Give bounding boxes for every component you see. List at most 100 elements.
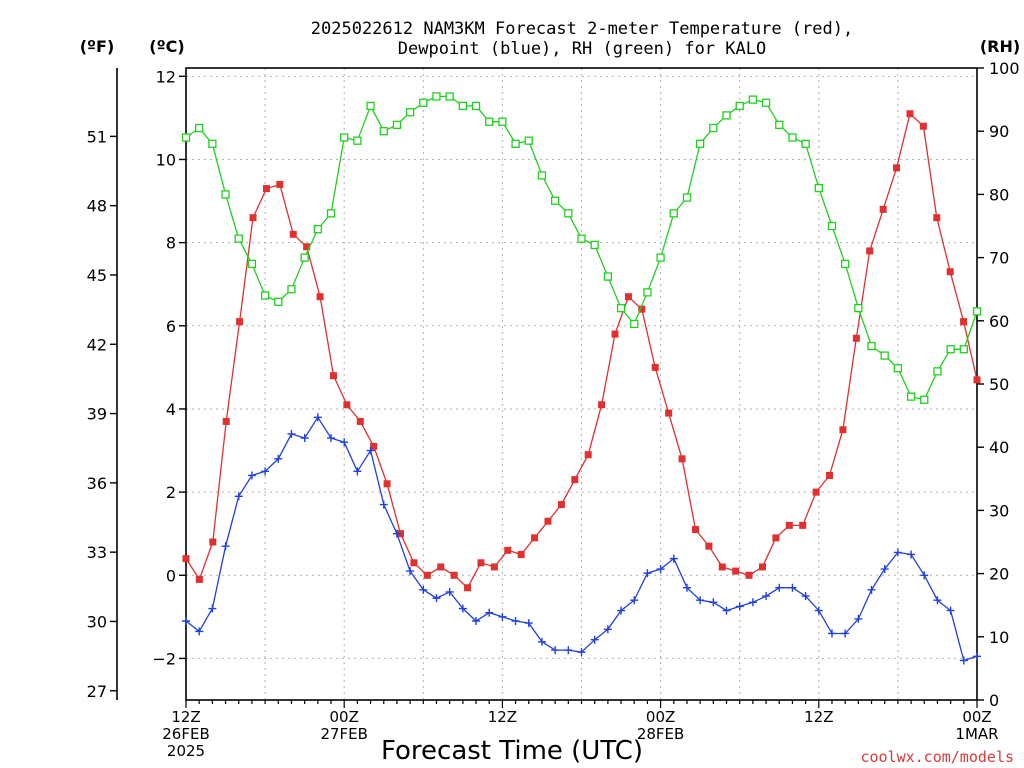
2-meter-temperature-point — [410, 559, 418, 567]
dewpoint-point — [498, 612, 507, 621]
dewpoint-point — [406, 567, 415, 576]
rh-point — [603, 272, 613, 281]
rh-tick-label: 60 — [989, 312, 1009, 331]
rh-point — [867, 341, 876, 351]
dewpoint-point — [313, 413, 322, 422]
dewpoint-point — [973, 652, 981, 661]
rh-point — [432, 92, 441, 101]
x-axis-title: Forecast Time (UTC) — [381, 736, 643, 766]
rh-point — [524, 136, 533, 145]
dewpoint-point — [366, 446, 375, 455]
celsius-tick-label: 2 — [166, 483, 176, 502]
celsius-unit-label: (ºC) — [149, 37, 184, 56]
fahrenheit-unit-label: (ºF) — [80, 37, 115, 56]
rh-point — [445, 92, 454, 101]
fahrenheit-tick-label: 33 — [87, 543, 107, 562]
rh-unit-label: (RH) — [980, 37, 1020, 56]
title: 2025022612 NAM3KM Forecast 2-meter Tempe… — [311, 19, 853, 59]
2-meter-temperature-point — [423, 571, 431, 579]
2-meter-temperature-point — [383, 480, 391, 488]
fahrenheit-tick-label: 45 — [87, 266, 107, 285]
dewpoint-point — [722, 606, 731, 615]
rh-point — [801, 139, 810, 148]
credit-label: coolwx.com/models — [860, 748, 1014, 766]
dewpoint-point — [247, 471, 256, 480]
x-tick-label: 00Z 1MAR — [955, 708, 998, 743]
x-tick-label-line: 26FEB — [162, 725, 209, 743]
rh-tick-label: 30 — [989, 501, 1009, 520]
fahrenheit-tick-label: 42 — [87, 335, 107, 354]
rh-point — [564, 209, 573, 218]
2-meter-temperature-point — [611, 330, 619, 338]
dewpoint-series — [182, 413, 981, 665]
rh-point — [208, 139, 217, 148]
2-meter-temperature-point — [799, 521, 807, 529]
2-meter-temperature-point — [732, 567, 740, 575]
rh-point — [498, 117, 507, 126]
rh-point — [392, 120, 402, 130]
2-meter-temperature-point — [182, 555, 190, 563]
rh-point — [511, 139, 520, 148]
rh-point — [260, 291, 270, 300]
dewpoint-point — [577, 648, 586, 657]
2-meter-temperature-point — [839, 426, 847, 434]
2-meter-temperature-point — [919, 122, 927, 130]
rh-tick-label: 90 — [989, 122, 1009, 141]
rh-point — [775, 120, 784, 130]
2-meter-temperature-point — [826, 471, 834, 479]
rh-point — [300, 253, 309, 262]
dewpoint-point — [827, 629, 836, 638]
dewpoint-point — [669, 554, 678, 563]
dewpoint-point — [340, 438, 349, 447]
rh-point — [669, 209, 678, 218]
2-meter-temperature-point — [745, 571, 753, 579]
2-meter-temperature-series — [182, 110, 981, 592]
2-meter-temperature-point — [450, 571, 458, 579]
x-tick-label-line: 27FEB — [320, 725, 367, 743]
dewpoint-point — [261, 467, 270, 476]
x-tick-label-line: 12Z — [488, 708, 517, 726]
dewpoint-point — [933, 596, 942, 605]
fahrenheit-tick-label: 48 — [87, 197, 107, 216]
rh-point — [326, 209, 336, 218]
rh-point — [616, 304, 626, 313]
2-meter-temperature-point — [866, 247, 874, 255]
dewpoint-point — [524, 619, 533, 628]
dewpoint-point — [419, 585, 428, 594]
2-meter-temperature-point — [437, 563, 445, 571]
dewpoint-point — [788, 583, 797, 592]
dewpoint-point — [392, 529, 401, 538]
x-tick-label-line: 1MAR — [955, 725, 998, 743]
rh-tick-label: 10 — [989, 628, 1009, 647]
rh-point — [893, 364, 903, 373]
2-meter-temperature-point — [879, 205, 887, 213]
rh-point — [656, 253, 665, 262]
2-meter-temperature-point — [665, 409, 673, 417]
dewpoint-point — [709, 598, 718, 607]
rh-point — [181, 133, 191, 142]
dewpoint-point — [300, 434, 309, 443]
2-meter-temperature-point — [960, 318, 968, 326]
rh-point — [906, 392, 916, 401]
rh-point — [577, 234, 586, 243]
2-meter-temperature-point — [718, 563, 726, 571]
celsius-tick-label: 10 — [156, 150, 176, 169]
2-meter-temperature-point — [624, 293, 632, 301]
dewpoint-point — [801, 592, 810, 601]
plot-frame — [185, 67, 978, 701]
2-meter-temperature-point — [517, 550, 525, 558]
2-meter-temperature-point — [758, 563, 766, 571]
rh-point — [709, 123, 718, 133]
dewpoint-point — [221, 542, 230, 551]
rh-point — [682, 193, 692, 202]
dewpoint-point — [472, 617, 481, 625]
dewpoint-point — [893, 548, 902, 557]
rh-point — [933, 367, 942, 376]
rh-point — [405, 108, 415, 117]
dewpoint-point — [353, 467, 362, 476]
x-tick-label: 00Z 27FEB — [320, 708, 367, 743]
dewpoint-point — [854, 614, 863, 623]
dewpoint-point — [946, 606, 955, 615]
rh-point — [471, 101, 481, 111]
